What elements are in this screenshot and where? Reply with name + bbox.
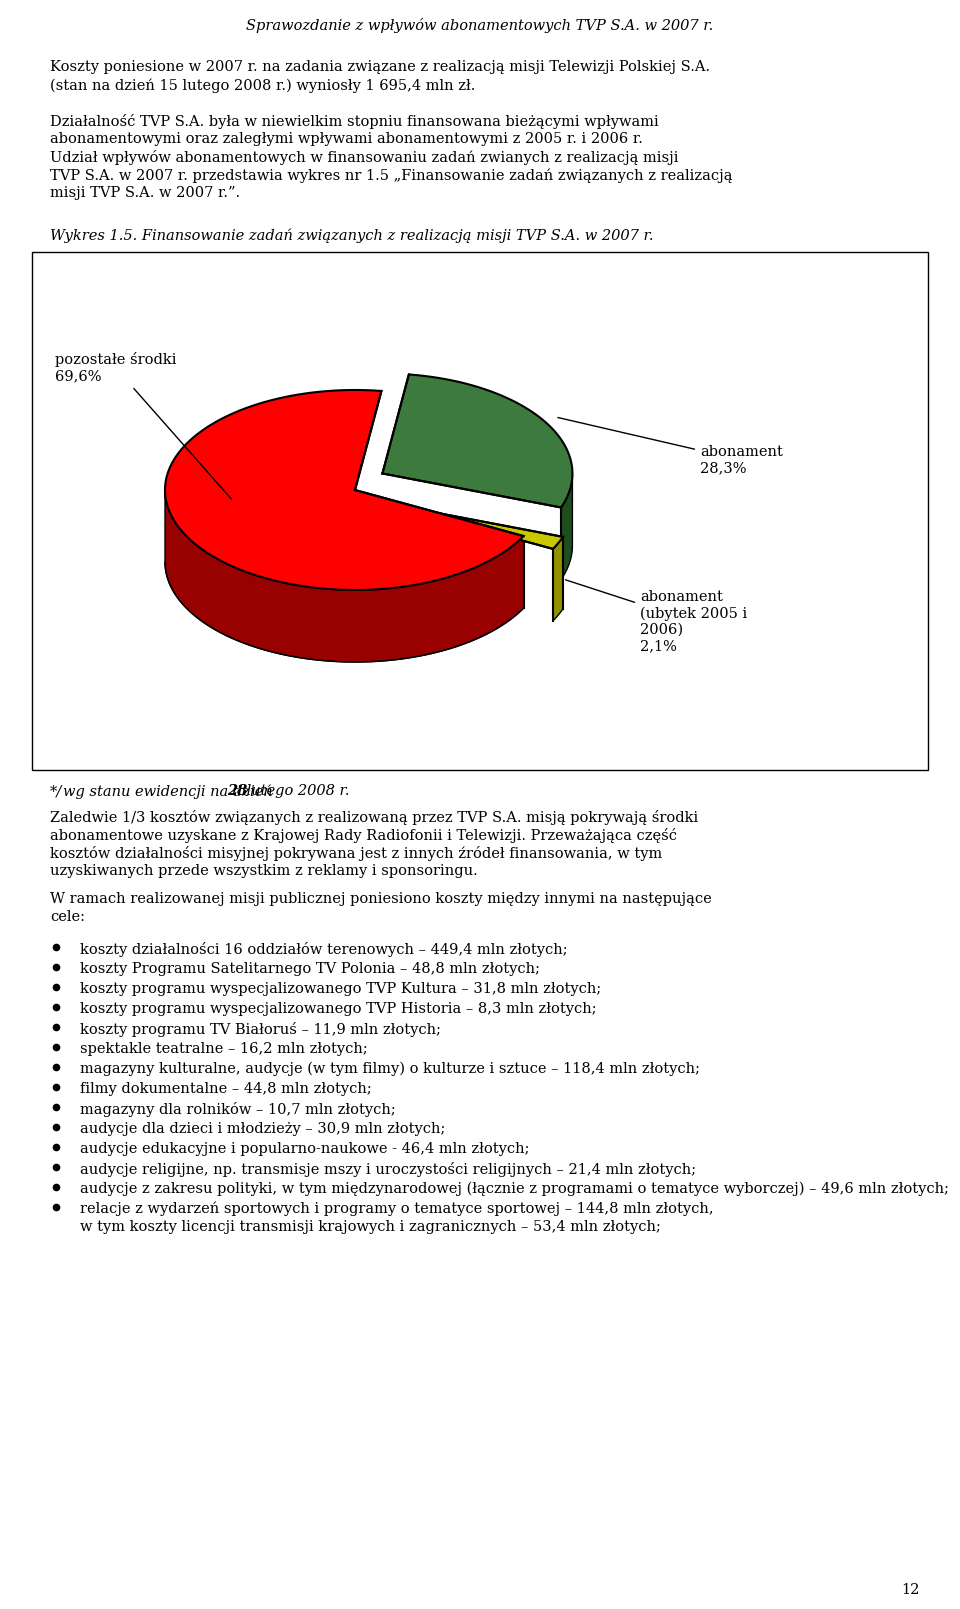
Text: uzyskiwanych przede wszystkim z reklamy i sponsoringu.: uzyskiwanych przede wszystkim z reklamy …: [50, 864, 478, 879]
Text: koszty Programu Satelitarnego TV Polonia – 48,8 mln złotych;: koszty Programu Satelitarnego TV Polonia…: [80, 962, 540, 977]
Text: abonament
(ubytek 2005 i
2006)
2,1%: abonament (ubytek 2005 i 2006) 2,1%: [565, 579, 747, 653]
Text: cele:: cele:: [50, 911, 85, 924]
Text: magazyny dla rolników – 10,7 mln złotych;: magazyny dla rolników – 10,7 mln złotych…: [80, 1102, 396, 1117]
Text: (stan na dzień 15 lutego 2008 r.) wyniosły 1 695,4 mln zł.: (stan na dzień 15 lutego 2008 r.) wynios…: [50, 77, 475, 92]
Text: abonament
28,3%: abonament 28,3%: [558, 417, 782, 475]
Text: Sprawozdanie z wpływów abonamentowych TVP S.A. w 2007 r.: Sprawozdanie z wpływów abonamentowych TV…: [247, 18, 713, 34]
Text: w tym koszty licencji transmisji krajowych i zagranicznych – 53,4 mln złotych;: w tym koszty licencji transmisji krajowy…: [80, 1220, 660, 1234]
Text: Koszty poniesione w 2007 r. na zadania związane z realizacją misji Telewizji Pol: Koszty poniesione w 2007 r. na zadania z…: [50, 60, 710, 74]
Text: koszty programu wyspecjalizowanego TVP Kultura – 31,8 mln złotych;: koszty programu wyspecjalizowanego TVP K…: [80, 981, 601, 996]
Text: Zaledwie 1/3 kosztów związanych z realizowaną przez TVP S.A. misją pokrywają śro: Zaledwie 1/3 kosztów związanych z realiz…: [50, 809, 698, 825]
Text: audycje dla dzieci i młodzieży – 30,9 mln złotych;: audycje dla dzieci i młodzieży – 30,9 ml…: [80, 1121, 445, 1136]
Text: misji TVP S.A. w 2007 r.”.: misji TVP S.A. w 2007 r.”.: [50, 187, 240, 200]
Text: audycje religijne, np. transmisje mszy i uroczystości religijnych – 21,4 mln zło: audycje religijne, np. transmisje mszy i…: [80, 1162, 696, 1178]
Polygon shape: [165, 491, 523, 661]
Polygon shape: [165, 389, 523, 591]
Text: magazyny kulturalne, audycje (w tym filmy) o kulturze i sztuce – 118,4 mln złoty: magazyny kulturalne, audycje (w tym film…: [80, 1062, 700, 1076]
Text: audycje z zakresu polityki, w tym międzynarodowej (łącznie z programami o tematy: audycje z zakresu polityki, w tym między…: [80, 1183, 949, 1197]
Text: kosztów działalności misyjnej pokrywana jest z innych źródeł finansowania, w tym: kosztów działalności misyjnej pokrywana …: [50, 846, 662, 861]
Text: Udział wpływów abonamentowych w finansowaniu zadań zwianych z realizacją misji: Udział wpływów abonamentowych w finansow…: [50, 150, 679, 166]
Polygon shape: [561, 473, 572, 579]
Text: koszty programu TV Białoruś – 11,9 mln złotych;: koszty programu TV Białoruś – 11,9 mln z…: [80, 1022, 441, 1036]
Text: filmy dokumentalne – 44,8 mln złotych;: filmy dokumentalne – 44,8 mln złotych;: [80, 1081, 372, 1096]
Text: TVP S.A. w 2007 r. przedstawia wykres nr 1.5 „Finansowanie zadań związanych z re: TVP S.A. w 2007 r. przedstawia wykres nr…: [50, 167, 732, 182]
Bar: [32, 253, 928, 771]
Text: spektakle teatralne – 16,2 mln złotych;: spektakle teatralne – 16,2 mln złotych;: [80, 1043, 368, 1056]
Polygon shape: [553, 537, 563, 621]
Text: abonamentowe uzyskane z Krajowej Rady Radiofonii i Telewizji. Przeważająca część: abonamentowe uzyskane z Krajowej Rady Ra…: [50, 829, 677, 843]
Text: W ramach realizowanej misji publicznej poniesiono koszty między innymi na następ: W ramach realizowanej misji publicznej p…: [50, 891, 711, 906]
Text: relacje z wydarzeń sportowych i programy o tematyce sportowej – 144,8 mln złotyc: relacje z wydarzeń sportowych i programy…: [80, 1202, 713, 1216]
Text: audycje edukacyjne i popularno-naukowe - 46,4 mln złotych;: audycje edukacyjne i popularno-naukowe -…: [80, 1142, 530, 1155]
Text: abonamentowymi oraz zaległymi wpływami abonamentowymi z 2005 r. i 2006 r.: abonamentowymi oraz zaległymi wpływami a…: [50, 132, 643, 146]
Text: */: */: [50, 784, 62, 798]
Text: Wykres 1.5. Finansowanie zadań związanych z realizacją misji TVP S.A. w 2007 r.: Wykres 1.5. Finansowanie zadań związanyc…: [50, 228, 654, 243]
Text: 12: 12: [901, 1583, 920, 1598]
Text: koszty programu wyspecjalizowanego TVP Historia – 8,3 mln złotych;: koszty programu wyspecjalizowanego TVP H…: [80, 1002, 596, 1015]
Text: wg stanu ewidencji na dzień: wg stanu ewidencji na dzień: [63, 784, 277, 798]
Polygon shape: [384, 504, 563, 549]
Text: pozostałe środki
69,6%: pozostałe środki 69,6%: [55, 352, 231, 499]
Polygon shape: [382, 375, 572, 507]
Text: lutego 2008 r.: lutego 2008 r.: [242, 784, 349, 798]
Text: Działalność TVP S.A. była w niewielkim stopniu finansowana bieżącymi wpływami: Działalność TVP S.A. była w niewielkim s…: [50, 114, 659, 129]
Text: koszty działalności 16 oddziałów terenowych – 449,4 mln złotych;: koszty działalności 16 oddziałów terenow…: [80, 941, 567, 957]
Text: 28: 28: [227, 784, 248, 798]
